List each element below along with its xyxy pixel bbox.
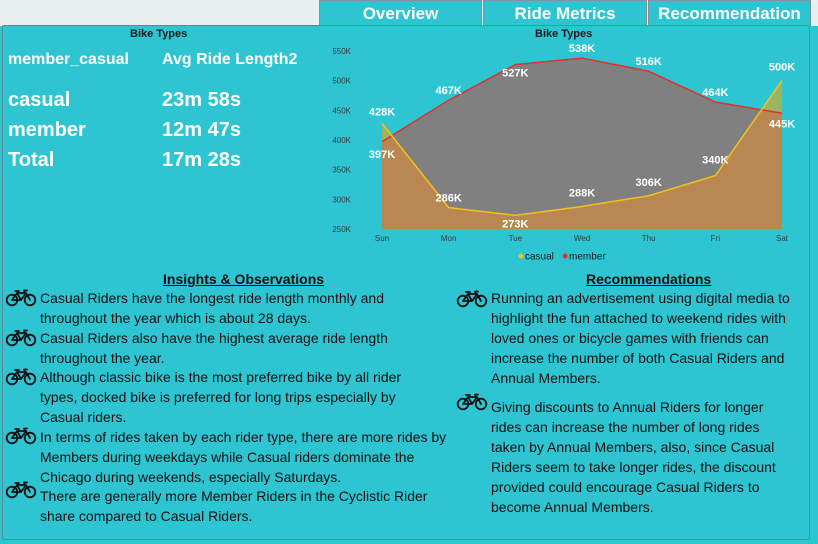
bicycle-icon — [5, 427, 37, 445]
bicycle-icon — [456, 290, 488, 308]
matrix-header-avg-ride-length: Avg Ride Length2 — [162, 51, 298, 68]
matrix-total-value: 17m 28s — [162, 149, 241, 171]
bicycle-icon — [5, 289, 37, 307]
data-label-casual: 306K — [636, 177, 662, 189]
data-label-member: 397K — [369, 149, 395, 161]
y-tick-label: 300K — [332, 195, 351, 204]
legend-casual-label: casual — [525, 252, 554, 263]
data-label-member: 527K — [502, 68, 528, 80]
data-label-casual: 286K — [436, 193, 462, 205]
tab-overview[interactable]: Overview — [319, 0, 482, 26]
x-tick-label: Thu — [642, 234, 656, 243]
y-tick-label: 400K — [332, 136, 351, 145]
insight-item: Casual Riders also have the highest aver… — [40, 330, 388, 366]
legend-casual-marker — [518, 253, 524, 259]
data-label-member: 464K — [702, 87, 728, 99]
legend-member-label: member — [569, 252, 606, 263]
data-label-casual: 340K — [702, 155, 728, 167]
report-panel — [2, 25, 810, 540]
bicycle-icon — [456, 393, 488, 411]
insight-item: In terms of rides taken by each rider ty… — [40, 429, 447, 485]
data-label-casual: 428K — [369, 106, 395, 118]
insight-item: Casual Riders have the longest ride leng… — [40, 290, 384, 326]
matrix-title: Bike Types — [130, 28, 188, 40]
legend-member-marker — [562, 253, 568, 259]
data-label-member: 538K — [569, 43, 595, 55]
insights-heading: Insights & Observations — [163, 271, 325, 287]
casual-area — [382, 80, 782, 230]
chart-legend: casual member — [518, 252, 606, 263]
casual-line — [381, 80, 783, 217]
data-label-member: 467K — [436, 85, 462, 97]
recommendations-heading: Recommendations — [586, 271, 712, 287]
bicycle-icon — [5, 481, 37, 499]
data-label-casual: 500K — [769, 62, 795, 74]
recommendation-item: Running an advertisement using digital m… — [491, 290, 790, 386]
x-tick-label: Wed — [574, 234, 590, 243]
matrix-row-value: 12m 47s — [162, 119, 241, 141]
area-chart: 250K 300K 350K 400K 450K 500K 550K Sun Mon Tue Wed… — [332, 43, 795, 263]
matrix-total-label: Total — [8, 149, 55, 171]
y-tick-label: 350K — [332, 166, 351, 175]
bicycle-icon — [5, 368, 37, 386]
x-tick-label: Mon — [441, 234, 457, 243]
tab-ride-metrics[interactable]: Ride Metrics — [483, 0, 647, 26]
y-tick-label: 550K — [332, 47, 351, 56]
x-tick-label: Sat — [776, 234, 789, 243]
matrix-header-member-casual: member_casual — [8, 51, 129, 68]
matrix-row-label: casual — [8, 89, 71, 111]
data-label-member: 516K — [636, 56, 662, 68]
bicycle-icon — [5, 329, 37, 347]
y-tick-label: 500K — [332, 77, 351, 86]
x-tick-label: Tue — [509, 234, 523, 243]
y-tick-label: 450K — [332, 106, 351, 115]
data-label-member: 445K — [769, 118, 795, 130]
chart-title: Bike Types — [535, 28, 593, 40]
x-tick-label: Sun — [375, 234, 389, 243]
y-tick-label: 250K — [332, 225, 351, 234]
insight-item: Although classic bike is the most prefer… — [40, 369, 402, 425]
data-label-casual: 288K — [569, 187, 595, 199]
x-tick-label: Fri — [711, 234, 721, 243]
insight-item: There are generally more Member Riders i… — [40, 488, 428, 524]
matrix-row-value: 23m 58s — [162, 89, 241, 111]
recommendation-item: Giving discounts to Annual Riders for lo… — [491, 399, 776, 515]
matrix-row-label: member — [8, 119, 86, 141]
tab-recommendation[interactable]: Recommendation — [648, 0, 811, 26]
member-line — [381, 57, 783, 143]
data-label-casual: 273K — [502, 218, 528, 230]
